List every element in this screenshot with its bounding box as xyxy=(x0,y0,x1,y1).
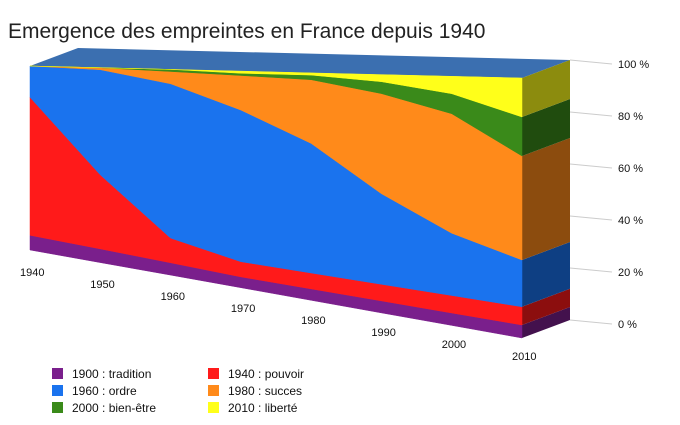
side-band-4 xyxy=(522,138,570,260)
series-areas xyxy=(29,65,523,339)
side-band-1 xyxy=(522,307,570,338)
legend-label: 1960 : ordre xyxy=(72,384,137,398)
x-tick-label: 2000 xyxy=(442,339,466,351)
x-tick-label: 1950 xyxy=(90,279,114,291)
legend-label: 1940 : pouvoir xyxy=(228,367,304,381)
y-tick-label: 60 % xyxy=(618,163,643,175)
y-tick-label: 100 % xyxy=(618,59,649,71)
y-tick-label: 0 % xyxy=(618,319,637,331)
x-tick-label: 2010 xyxy=(512,351,536,363)
x-tick-label: 1970 xyxy=(231,303,255,315)
y-tick-label: 80 % xyxy=(618,111,643,123)
area-series-6 xyxy=(29,65,523,118)
gridline xyxy=(569,111,613,117)
legend-swatch xyxy=(52,368,63,379)
legend-swatch xyxy=(208,368,219,379)
legend-label: 2010 : liberté xyxy=(228,401,298,415)
x-tick-label: 1960 xyxy=(161,291,185,303)
side-band-2 xyxy=(522,288,570,325)
y-axis: 0 % 20 % 40 % 60 % 80 % 100 % xyxy=(618,59,649,331)
gridline xyxy=(569,163,613,169)
side-band-6 xyxy=(522,60,570,117)
grid xyxy=(569,59,613,325)
x-axis: 1940 1950 1960 1970 1980 1990 2000 2010 xyxy=(20,267,536,363)
legend-swatch xyxy=(52,385,63,396)
x-tick-label: 1980 xyxy=(301,315,325,327)
gridline xyxy=(569,319,613,325)
legend-swatch xyxy=(208,385,219,396)
y-tick-label: 20 % xyxy=(618,267,643,279)
legend-label: 2000 : bien-être xyxy=(72,401,156,415)
legend-label: 1980 : succes xyxy=(228,384,302,398)
legend: 1900 : tradition 1940 : pouvoir 1960 : ord… xyxy=(52,367,304,415)
side-band-3 xyxy=(522,242,570,307)
y-tick-label: 40 % xyxy=(618,215,643,227)
chart-title: Emergence des empreintes en France depui… xyxy=(8,20,485,43)
gridline xyxy=(569,59,613,65)
side-panel xyxy=(30,48,570,338)
legend-swatch xyxy=(52,402,63,413)
legend-swatch xyxy=(208,402,219,413)
top-face xyxy=(30,48,570,78)
side-band-5 xyxy=(522,99,570,156)
x-tick-label: 1990 xyxy=(371,327,395,339)
legend-label: 1900 : tradition xyxy=(72,367,151,381)
gridline xyxy=(569,215,613,221)
gridline xyxy=(569,267,613,273)
x-tick-label: 1940 xyxy=(20,267,44,279)
